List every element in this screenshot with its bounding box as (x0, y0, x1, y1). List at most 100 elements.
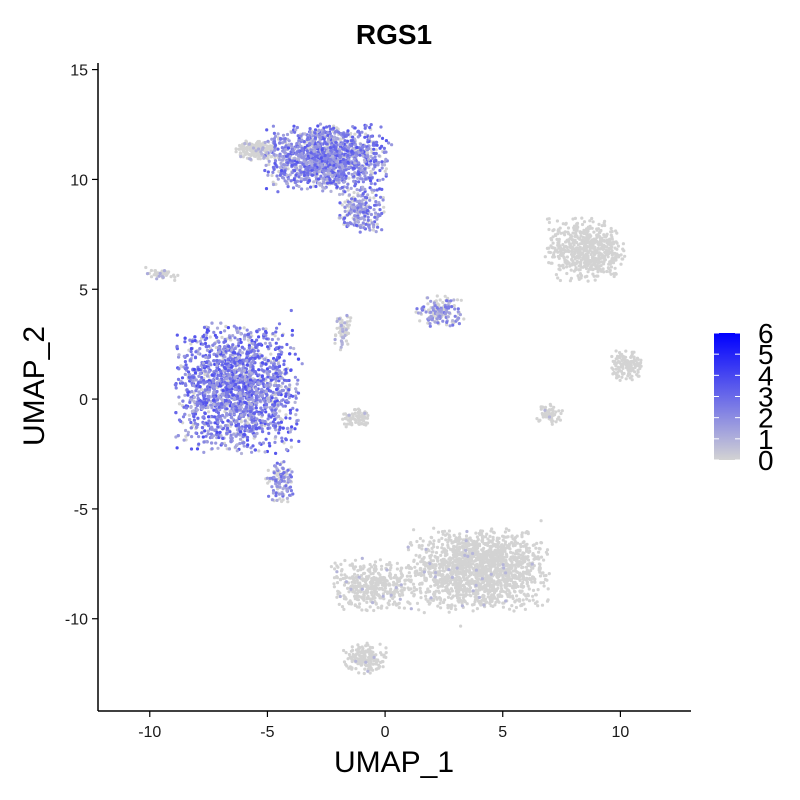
cell-point (371, 228, 375, 232)
cell-point (373, 182, 377, 186)
cell-point (323, 173, 327, 177)
cell-point (363, 667, 367, 671)
cell-point (365, 608, 369, 613)
cell-point (495, 538, 499, 542)
cell-point (521, 555, 525, 559)
cell-point (558, 278, 563, 283)
cell-point (144, 265, 148, 270)
cell-point (243, 152, 247, 156)
cell-point (369, 169, 373, 174)
cell-point (518, 599, 522, 603)
cell-point (534, 593, 538, 597)
cell-point (622, 355, 626, 359)
cell-point (596, 227, 601, 231)
cell-point (434, 551, 439, 555)
cell-point (566, 249, 570, 253)
cell-point (478, 588, 482, 592)
cell-point (377, 154, 381, 158)
cell-point (350, 562, 354, 566)
cell-point (364, 589, 368, 593)
cell-point (455, 575, 459, 579)
cell-point (257, 153, 261, 157)
cell-point (273, 334, 277, 338)
cell-point (361, 154, 365, 158)
cell-point (387, 582, 391, 586)
cell-point (524, 571, 528, 575)
cell-point (455, 596, 460, 600)
cell-point (467, 565, 472, 570)
cell-point (528, 573, 532, 577)
cell-point (492, 560, 496, 564)
cell-point (346, 342, 350, 346)
cell-point (512, 542, 516, 547)
cell-point (588, 246, 592, 250)
cell-point (609, 265, 614, 269)
cell-point (565, 271, 569, 276)
cell-point (454, 558, 458, 563)
cell-point (371, 581, 375, 585)
cell-point (574, 268, 578, 272)
cell-point (488, 585, 492, 589)
cell-point (518, 563, 523, 567)
cell-point (305, 149, 309, 153)
cell-point (293, 165, 297, 169)
cell-point (537, 557, 541, 561)
cell-point (479, 529, 483, 533)
cell-point (477, 544, 482, 548)
cell-point (605, 269, 609, 274)
cell-point (360, 608, 364, 612)
cell-point (257, 449, 261, 453)
cell-point (318, 122, 323, 126)
cell-point (383, 589, 387, 594)
cell-point (496, 579, 500, 583)
cell-point (627, 372, 631, 376)
cell-point (434, 299, 438, 303)
cell-point (437, 539, 441, 544)
cell-point (609, 233, 613, 237)
cell-point (380, 160, 384, 164)
cell-point (373, 590, 377, 594)
cell-point (602, 270, 606, 274)
cell-point (567, 238, 571, 242)
cell-point (434, 595, 438, 599)
cell-point (378, 168, 382, 173)
cell-point (487, 540, 491, 544)
cell-point (314, 184, 318, 189)
cell-point (630, 366, 634, 370)
cell-point (625, 359, 629, 363)
cell-point (325, 149, 330, 153)
cell-point (501, 605, 505, 609)
cell-point (591, 255, 595, 260)
cell-point (521, 551, 525, 555)
cell-point (246, 338, 250, 342)
cell-point (491, 530, 495, 534)
cell-point (374, 151, 378, 156)
cell-point (199, 387, 204, 392)
cell-point (319, 174, 323, 178)
cell-point (476, 599, 480, 603)
cell-point (402, 588, 406, 592)
cell-point (629, 355, 633, 359)
cell-point (518, 575, 522, 579)
cell-point (338, 348, 343, 352)
cell-point (359, 654, 363, 658)
cell-point (497, 557, 501, 562)
cell-point (368, 645, 372, 649)
cell-point (161, 271, 165, 275)
cell-point (360, 645, 364, 649)
cell-point (271, 124, 275, 128)
cell-point (176, 273, 180, 277)
cell-point (605, 241, 609, 245)
cell-point (449, 596, 453, 600)
cell-point (367, 658, 371, 662)
cell-point (545, 217, 550, 221)
cell-point (357, 180, 361, 184)
cell-point (272, 167, 276, 171)
cell-point (596, 251, 600, 255)
cell-point (356, 135, 360, 139)
cell-point (523, 559, 527, 563)
cell-point (471, 540, 475, 545)
cell-point (353, 132, 357, 136)
cell-point (303, 132, 307, 136)
cell-point (579, 253, 583, 257)
